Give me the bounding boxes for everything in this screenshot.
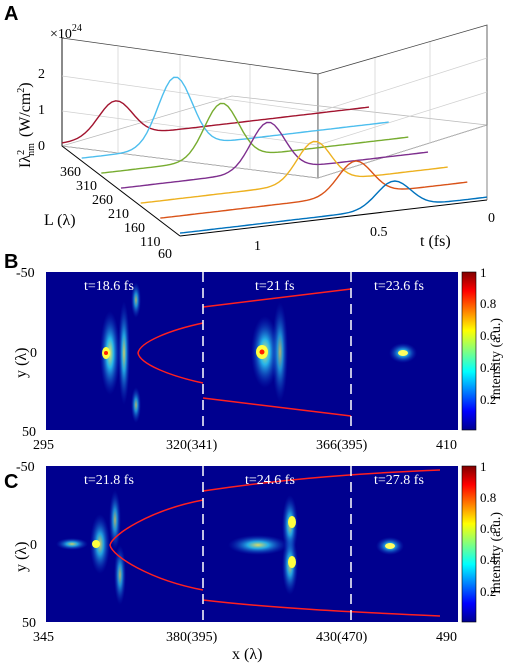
l-axis-label: L (λ) [44,212,76,229]
panel-letter-b: B [4,251,18,273]
boundary-curve-c-left [109,499,204,591]
t-tick-0: 0 [488,211,495,226]
c-xtick-1: 380(395) [166,630,218,645]
series-line-L60 [179,180,488,234]
c-xtick-2: 430(470) [316,630,368,645]
time-label-c-1: t=21.8 fs [84,473,134,488]
series-line-L110 [160,160,468,219]
b-xtick-0: 295 [33,438,54,453]
c-colorbar-label: Intensity (a.u.) [489,512,504,594]
z-tick-1: 1 [38,103,45,118]
time-label-c-3: t=27.8 fs [374,473,424,488]
boundary-curve-b-left [137,322,204,384]
panel-letter-c: C [4,471,18,493]
b-cb-tick-08: 0.8 [480,296,496,311]
panel-a-grid [61,42,488,170]
time-label-b-1: t=18.6 fs [84,279,134,294]
c-xtick-0: 345 [33,630,54,645]
panel-a: A 0 1 2 ×1024 [4,3,495,262]
b-cb-tick-02: 0.2 [480,392,496,407]
b-colorbar-label: Intensity (a.u.) [489,318,504,400]
boundary-curve-b-top [202,288,352,308]
boundary-curve-b-bottom [202,397,352,417]
time-label-b-3: t=23.6 fs [374,279,424,294]
l-tick-260: 260 [92,193,113,208]
l-tick-360: 360 [60,165,81,180]
b-cb-tick-06: 0.6 [480,328,497,343]
series-line-L360 [61,100,370,144]
z-tick-0: 0 [38,139,45,154]
exponent-label: ×1024 [50,23,82,42]
c-cb-tick-06: 0.6 [480,521,497,536]
boundary-curve-c-bottom [202,599,441,617]
t-tick-0-5: 0.5 [370,225,388,240]
c-ytick-50: 50 [22,616,36,631]
b-ytick-neg50: -50 [16,266,35,281]
t-tick-1: 1 [254,239,261,254]
b-cb-tick-1: 1 [480,265,487,280]
c-cb-tick-08: 0.8 [480,490,496,505]
boundary-curve-c-top [202,469,441,492]
series-line-L210 [120,121,429,189]
heatmap-c-structures [56,490,404,605]
c-ytick-0: 0 [30,538,37,553]
series-line-L160 [140,140,448,204]
l-tick-160: 160 [124,221,145,236]
b-ytick-0: 0 [30,346,37,361]
z-axis-label: Iλ2nm(W/cm2) [16,82,37,168]
c-cb-tick-04: 0.4 [480,552,497,567]
c-ytick-neg50: -50 [16,460,35,475]
time-label-b-2: t=21 fs [255,279,294,294]
b-xtick-2: 366(395) [316,438,368,453]
c-cb-tick-02: 0.2 [480,584,496,599]
panel-c: C t=21.8 fs t=24.6 fs t=27.8 fs -50 0 50… [4,459,504,663]
t-axis-label: t (fs) [420,233,451,250]
l-tick-310: 310 [76,179,97,194]
b-xtick-3: 410 [436,438,457,453]
b-cb-tick-04: 0.4 [480,360,497,375]
b-y-axis-label: y (λ) [13,348,30,378]
b-xtick-1: 320(341) [166,438,218,453]
series-line-L310 [81,76,389,159]
series-line-L260 [101,102,409,174]
c-xtick-3: 490 [436,630,457,645]
colorbar-c [461,465,477,623]
l-axis-ticks: 360 310 260 210 160 110 60 [60,165,172,262]
b-ytick-50: 50 [22,425,36,440]
l-tick-110: 110 [140,235,160,250]
c-cb-tick-1: 1 [480,459,487,474]
panel-letter-a: A [4,3,18,25]
l-tick-60: 60 [158,247,172,262]
c-x-axis-label: x (λ) [232,646,262,663]
c-y-axis-label: y (λ) [13,542,30,572]
z-tick-2: 2 [38,67,45,82]
time-label-c-2: t=24.6 fs [245,473,295,488]
colorbar-b [461,271,477,431]
panel-a-box [61,24,488,237]
heatmap-b-structures [100,282,417,423]
panel-a-series [61,76,488,234]
panel-b: B t=18.6 fs t=21 fs t=23.6 f [4,251,504,453]
l-tick-210: 210 [108,207,129,222]
